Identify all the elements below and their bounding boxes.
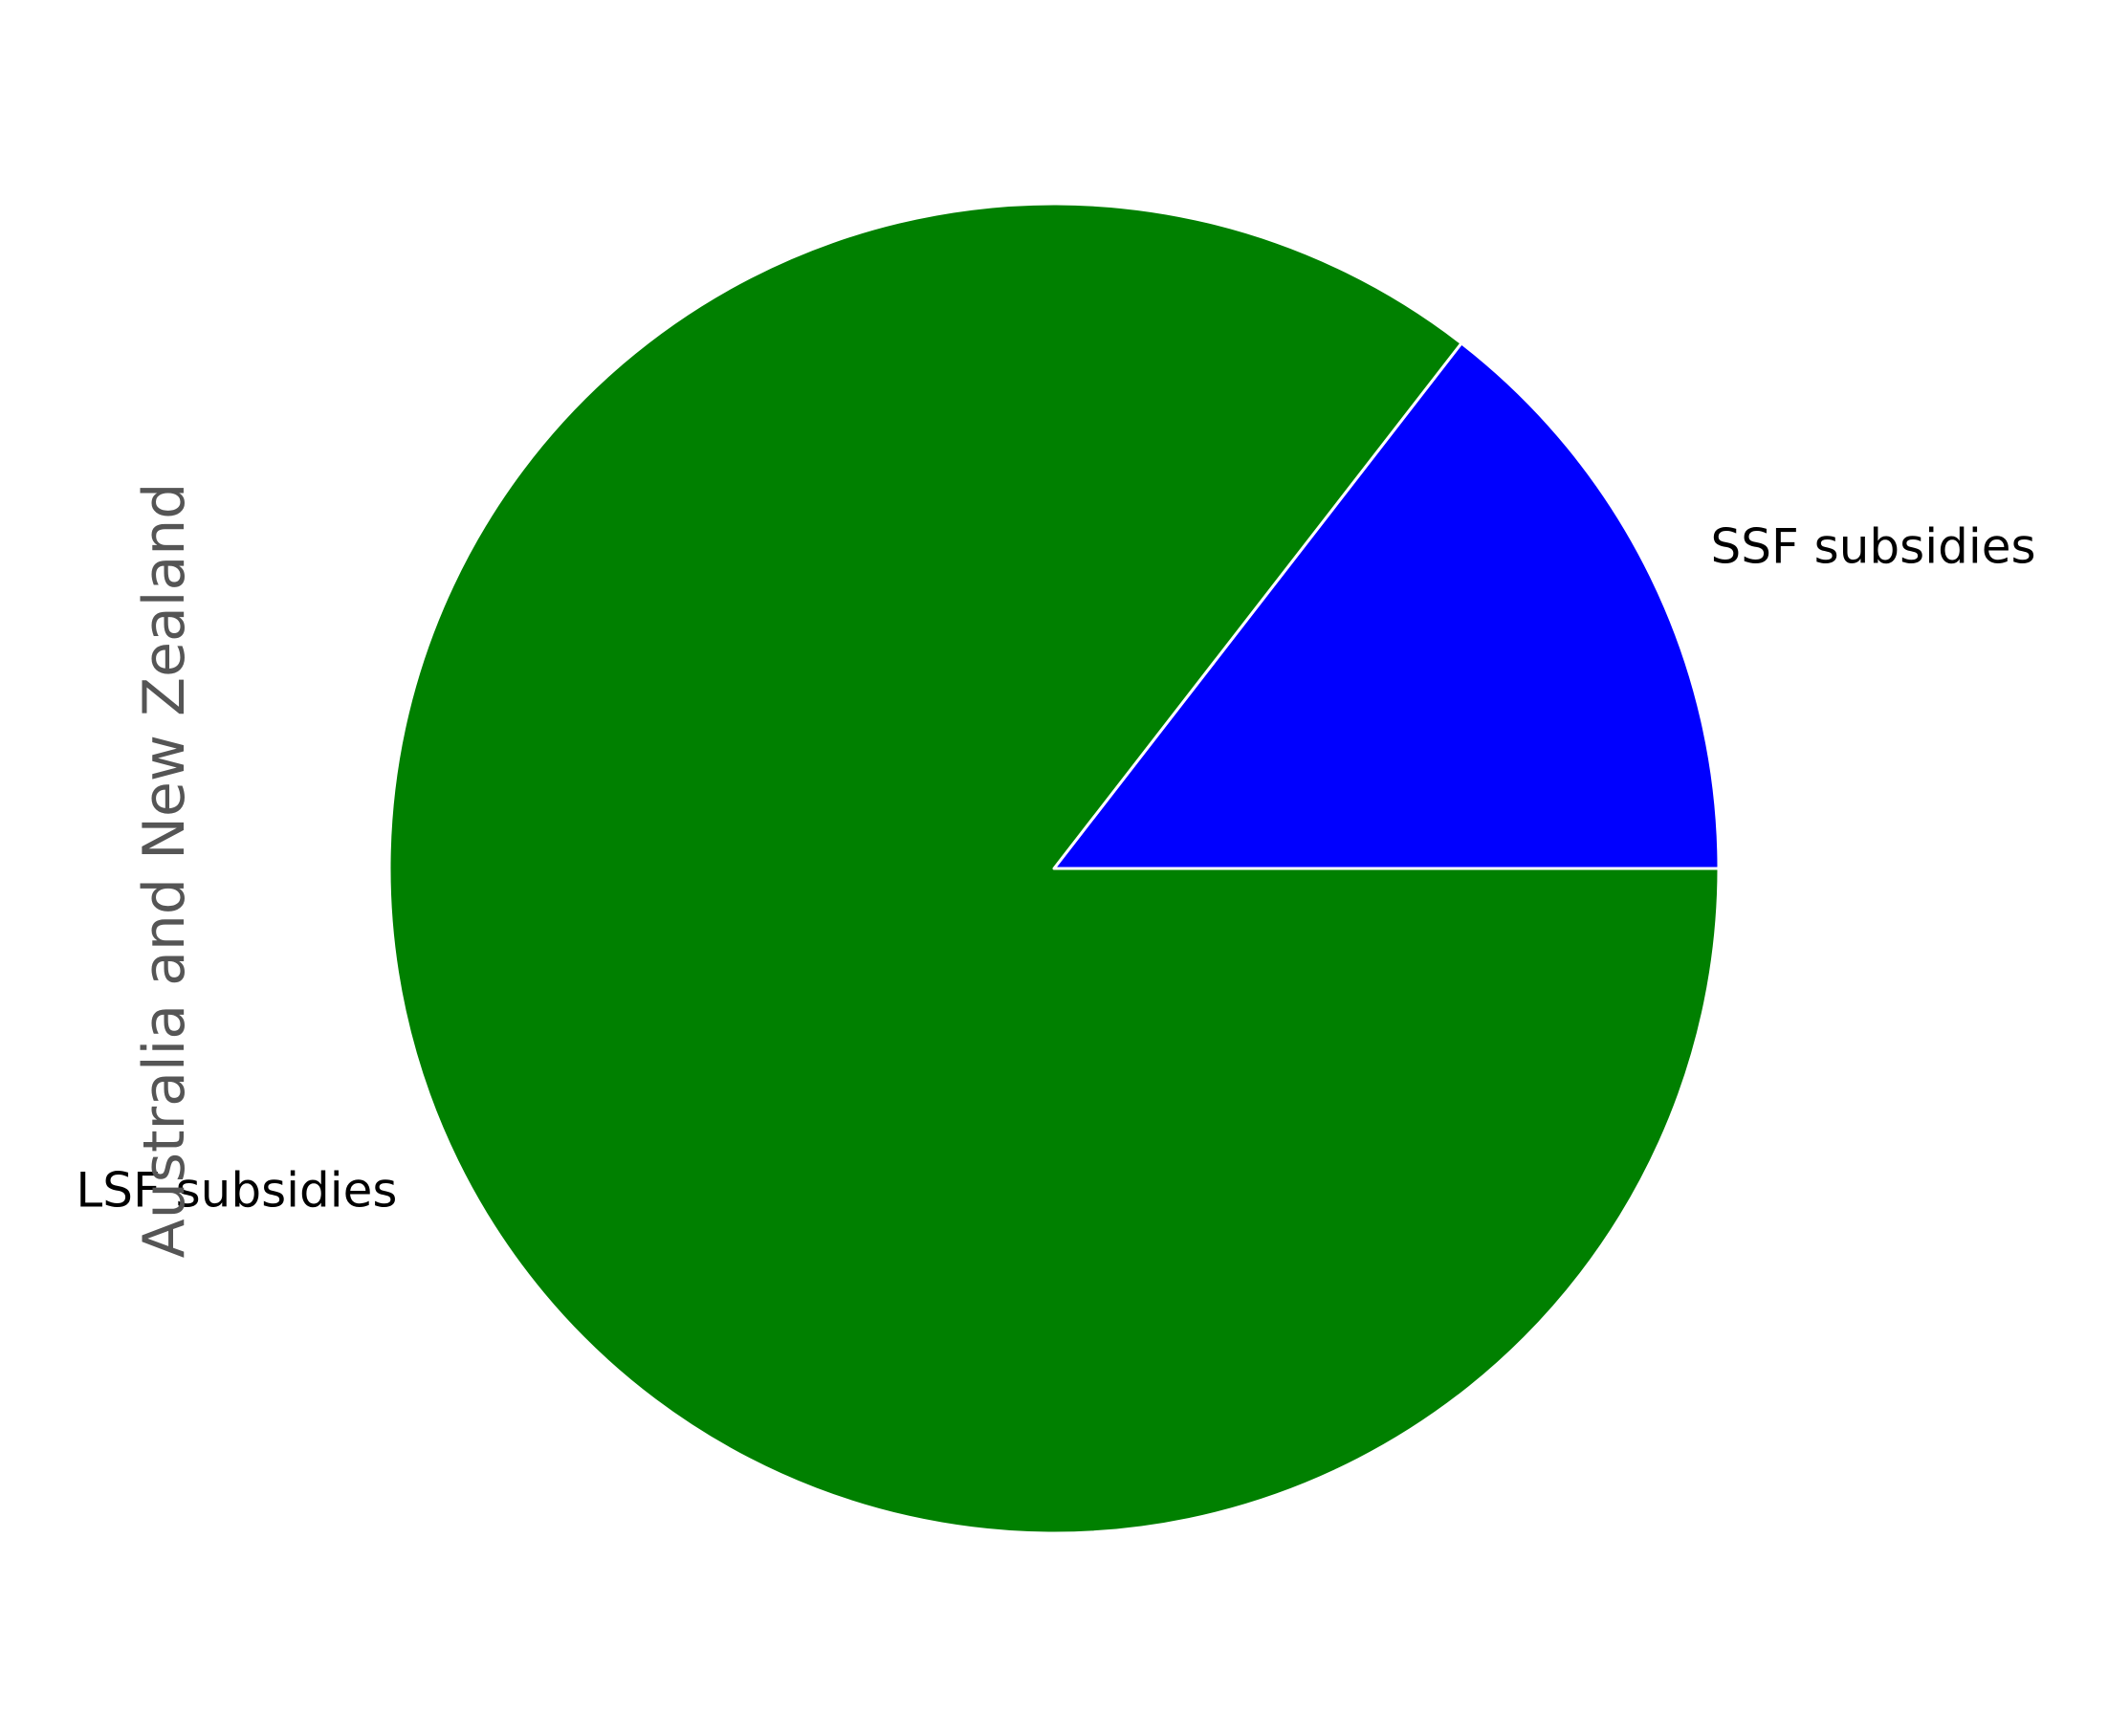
pie-slices: [387, 202, 1721, 1535]
y-axis-label: Australia and New Zealand: [131, 483, 198, 1259]
slice-label-ssf-subsidies: SSF subsidies: [1711, 519, 2036, 575]
pie-labels: SSF subsidies LSF subsidies: [76, 519, 2035, 1219]
slice-label-lsf-subsidies: LSF subsidies: [76, 1162, 397, 1218]
pie-slice-ssf-subsidies: [1052, 341, 1721, 870]
pie-slice-lsf-subsidies: [387, 202, 1721, 1535]
